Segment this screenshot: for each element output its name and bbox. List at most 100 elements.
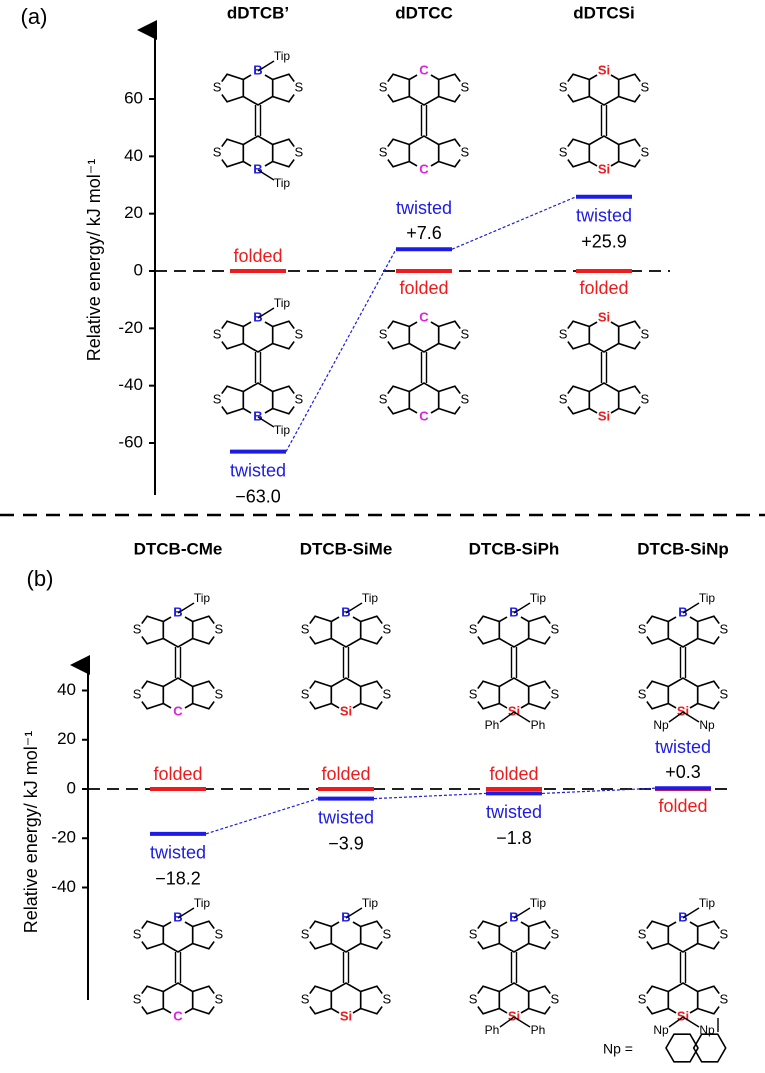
atom-mask bbox=[465, 621, 482, 639]
state-label: folded bbox=[658, 796, 707, 816]
atom-mask bbox=[375, 79, 392, 97]
ring bbox=[136, 615, 165, 645]
substituent: Ph bbox=[485, 718, 500, 732]
atom-mask bbox=[129, 686, 146, 704]
bond bbox=[345, 602, 363, 614]
ring bbox=[191, 920, 220, 950]
y-tick-label: -40 bbox=[51, 877, 76, 896]
atom-label: S bbox=[641, 391, 650, 406]
ring bbox=[692, 1033, 727, 1063]
atom-label: S bbox=[133, 926, 142, 941]
atom-label: B bbox=[173, 909, 182, 924]
state-label: twisted bbox=[655, 737, 711, 757]
atom-mask bbox=[634, 991, 651, 1009]
value-label: −63.0 bbox=[235, 486, 281, 506]
bond bbox=[499, 1016, 515, 1028]
ring bbox=[696, 615, 725, 645]
connector bbox=[205, 798, 319, 835]
value-label: +25.9 bbox=[581, 232, 627, 252]
ring bbox=[617, 385, 646, 415]
ring bbox=[562, 385, 591, 415]
ring bbox=[696, 985, 725, 1015]
atom-label: B bbox=[253, 161, 262, 176]
atom-mask bbox=[290, 326, 307, 344]
ring bbox=[271, 138, 300, 168]
atom-label: S bbox=[213, 391, 222, 406]
atom-mask bbox=[129, 621, 146, 639]
atom-label: Si bbox=[677, 703, 689, 718]
atom-label: S bbox=[133, 991, 142, 1006]
atom-label: S bbox=[641, 79, 650, 94]
atom-label: Si bbox=[340, 703, 352, 718]
ring bbox=[617, 138, 646, 168]
bond bbox=[257, 60, 275, 72]
atom-mask bbox=[595, 62, 613, 80]
atom-mask bbox=[546, 991, 563, 1009]
substituent: Tip bbox=[194, 896, 211, 910]
atom-label: S bbox=[379, 391, 388, 406]
atom-label: S bbox=[461, 391, 470, 406]
atom-mask bbox=[634, 686, 651, 704]
ring bbox=[562, 73, 591, 103]
atom-label: S bbox=[720, 991, 729, 1006]
substituent: Tip bbox=[362, 591, 379, 605]
atom-label: C bbox=[173, 1008, 183, 1023]
substituent: Tip bbox=[699, 896, 716, 910]
atom-mask bbox=[415, 408, 433, 426]
atom-label: S bbox=[720, 926, 729, 941]
ring bbox=[641, 920, 670, 950]
state-label: twisted bbox=[150, 843, 206, 863]
ring bbox=[696, 920, 725, 950]
atom-label: Si bbox=[508, 1008, 520, 1023]
atom-label: B bbox=[509, 604, 518, 619]
atom-label: S bbox=[638, 926, 647, 941]
atom-label: S bbox=[559, 79, 568, 94]
atom-label: S bbox=[559, 391, 568, 406]
value-label: −18.2 bbox=[155, 869, 201, 889]
atom-mask bbox=[297, 686, 314, 704]
molecule: S S B Tip S S B Tip bbox=[209, 49, 307, 190]
y-tick-label: 0 bbox=[134, 260, 143, 279]
substituent: Np bbox=[653, 1023, 669, 1037]
atom-label: S bbox=[638, 991, 647, 1006]
atom-mask bbox=[378, 991, 395, 1009]
atom-mask bbox=[169, 703, 187, 721]
ring bbox=[472, 680, 501, 710]
atom-label: S bbox=[551, 991, 560, 1006]
atom-label: S bbox=[295, 326, 304, 341]
atom-mask bbox=[415, 62, 433, 80]
state-label: folded bbox=[153, 764, 202, 784]
atom-label: S bbox=[469, 991, 478, 1006]
molecule: S S B Tip S S Si Ph Ph bbox=[465, 896, 563, 1037]
ring bbox=[437, 320, 466, 350]
connector bbox=[451, 196, 577, 250]
atom-label: S bbox=[383, 621, 392, 636]
atom-label: B bbox=[678, 909, 687, 924]
atom-mask bbox=[715, 926, 732, 944]
atom-label: B bbox=[173, 604, 182, 619]
atom-mask bbox=[634, 621, 651, 639]
substituent: Tip bbox=[530, 896, 547, 910]
atom-mask bbox=[337, 1008, 355, 1026]
y-tick-label: 20 bbox=[57, 729, 76, 748]
ring bbox=[359, 985, 388, 1015]
atom-label: C bbox=[419, 309, 429, 324]
atom-mask bbox=[555, 391, 572, 409]
atom-mask bbox=[297, 926, 314, 944]
atom-mask bbox=[465, 926, 482, 944]
atom-label: S bbox=[215, 621, 224, 636]
ring bbox=[136, 985, 165, 1015]
atom-mask bbox=[546, 926, 563, 944]
state-label: twisted bbox=[318, 807, 374, 827]
bond bbox=[668, 1016, 684, 1028]
atom-mask bbox=[595, 408, 613, 426]
atom-label: B bbox=[678, 604, 687, 619]
atom-label: C bbox=[173, 703, 183, 718]
atom-label: S bbox=[638, 621, 647, 636]
substituent: Tip bbox=[274, 296, 291, 310]
atom-mask bbox=[595, 309, 613, 327]
atom-mask bbox=[715, 621, 732, 639]
atom-mask bbox=[210, 621, 227, 639]
state-label: twisted bbox=[486, 802, 542, 822]
atom-label: S bbox=[551, 926, 560, 941]
